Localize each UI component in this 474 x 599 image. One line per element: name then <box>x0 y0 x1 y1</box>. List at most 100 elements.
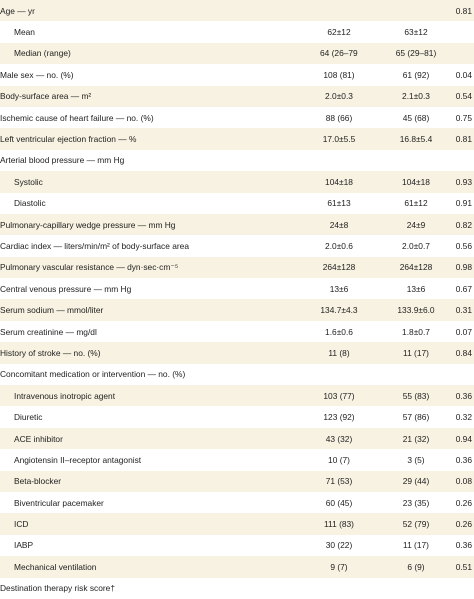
group2-value: 133.9±6.0 <box>358 299 448 321</box>
table-row: Left ventricular ejection fraction — % 17… <box>0 128 474 150</box>
row-label: Male sex — no. (%) <box>0 69 74 80</box>
row-label: Intravenous inotropic agent <box>0 385 250 407</box>
row-label: Body-surface area — m² <box>0 85 250 107</box>
group2-value: 13±6 <box>406 283 426 294</box>
row-label: ACE inhibitor <box>0 427 250 450</box>
group1-value: 62±12 <box>327 27 351 38</box>
p-value <box>448 42 474 65</box>
group1-value: 30 (22) <box>325 540 353 551</box>
p-value: 0.82 <box>448 213 474 236</box>
group2-value: 2.0±0.7 <box>402 240 430 251</box>
p-value <box>448 364 474 385</box>
row-label: Biventricular pacemaker <box>14 497 104 508</box>
group2-value: 11 (17) <box>403 540 429 551</box>
group2-value: 65 (29–81) <box>358 42 448 65</box>
group2-value: 2.1±0.3 <box>358 85 448 107</box>
table-row: Age — yr 0.81 <box>0 0 474 22</box>
table-row: History of stroke — no. (%) 11 (8) 11 (17)… <box>0 342 474 364</box>
table-row: Arterial blood pressure — mm Hg <box>0 150 474 171</box>
group1-value: 9 (7) <box>250 556 358 578</box>
table-row: IABP 30 (22) 11 (17) 0.36 <box>0 535 474 556</box>
group1-value <box>250 0 358 22</box>
group1-value: 123 (92) <box>323 412 355 423</box>
p-value: 0.36 <box>448 385 474 407</box>
group2-value: 61±12 <box>404 198 428 209</box>
group1-value: 264±128 <box>250 256 358 279</box>
table-row: Pulmonary-capillary wedge pressure — mm … <box>0 213 474 236</box>
row-label: Destination therapy risk score† <box>0 583 115 594</box>
group2-value: 3 (5) <box>407 454 425 465</box>
table-row: Destination therapy risk score† <box>0 578 474 599</box>
group2-value <box>358 578 448 599</box>
group2-value: 104±18 <box>358 171 448 193</box>
table-row: Mean 62±12 63±12 <box>0 21 474 42</box>
row-label: Concomitant medication or intervention —… <box>0 369 186 380</box>
group2-value: 24±9 <box>358 213 448 236</box>
table-row: Systolic 104±18 104±18 0.93 <box>0 171 474 193</box>
row-label: Median (range) <box>0 42 250 65</box>
table-row: Body-surface area — m² 2.0±0.3 2.1±0.3 0.54 <box>0 85 474 107</box>
p-value: 0.36 <box>455 454 472 465</box>
row-label: IABP <box>14 540 34 551</box>
group2-value: 264±128 <box>358 256 448 279</box>
row-label: Diuretic <box>14 412 43 423</box>
group1-value: 24±8 <box>250 213 358 236</box>
table-row: Cardiac index — liters/min/m² of body-su… <box>0 235 474 256</box>
row-label: Systolic <box>0 171 250 193</box>
table-row: ICD 111 (83) 52 (79) 0.26 <box>0 513 474 535</box>
group1-value: 60 (45) <box>325 497 353 508</box>
p-value: 0.94 <box>448 427 474 450</box>
group1-value: 1.6±0.6 <box>325 326 353 337</box>
group2-value: 16.8±5.4 <box>358 128 448 150</box>
group2-value: 55 (83) <box>358 385 448 407</box>
p-value: 0.54 <box>448 85 474 107</box>
p-value <box>448 150 474 171</box>
group2-value: 23 (35) <box>402 497 430 508</box>
table-row: Central venous pressure — mm Hg 13±6 13±6 0… <box>0 278 474 299</box>
p-value: 0.26 <box>455 497 472 508</box>
group2-value <box>358 364 448 385</box>
group1-value: 103 (77) <box>250 385 358 407</box>
group1-value: 17.0±5.5 <box>250 128 358 150</box>
p-value: 0.26 <box>448 513 474 535</box>
p-value: 0.56 <box>455 240 472 251</box>
row-label: Ischemic cause of heart failure — no. (%… <box>0 112 154 123</box>
group1-value: 2.0±0.3 <box>250 85 358 107</box>
row-label: Age — yr <box>0 0 250 22</box>
row-label: History of stroke — no. (%) <box>0 342 250 364</box>
p-value: 0.51 <box>448 556 474 578</box>
group1-value <box>250 364 358 385</box>
group1-value: 64 (26–79) <box>250 42 358 65</box>
group1-value: 104±18 <box>250 171 358 193</box>
group1-value: 134.7±4.3 <box>250 299 358 321</box>
p-value: 0.75 <box>455 112 472 123</box>
p-value <box>448 21 474 42</box>
row-label: Pulmonary-capillary wedge pressure — mm … <box>0 213 250 236</box>
row-label: Serum creatinine — mg/dl <box>0 326 97 337</box>
table-row: ACE inhibitor 43 (32) 21 (32) 0.94 <box>0 427 474 450</box>
row-label: Pulmonary vascular resistance — dyn·sec·… <box>0 256 250 279</box>
table-row: Ischemic cause of heart failure — no. (%… <box>0 107 474 128</box>
group2-value: 63±12 <box>404 27 428 38</box>
row-label: ICD <box>0 513 250 535</box>
group1-value: 108 (81) <box>323 69 355 80</box>
group2-value: 11 (17) <box>358 342 448 364</box>
row-label: Serum sodium — mmol/liter <box>0 299 250 321</box>
p-value <box>448 578 474 599</box>
group2-value: 52 (79) <box>358 513 448 535</box>
row-label: Left ventricular ejection fraction — % <box>0 128 250 150</box>
group1-value: 88 (66) <box>325 112 353 123</box>
table-row: Biventricular pacemaker 60 (45) 23 (35) 0.2… <box>0 492 474 513</box>
group1-value: 61±13 <box>327 198 351 209</box>
p-value: 0.04 <box>455 69 472 80</box>
p-value: 0.07 <box>455 326 472 337</box>
table-row: Diuretic 123 (92) 57 (86) 0.32 <box>0 406 474 427</box>
group2-value: 6 (9) <box>358 556 448 578</box>
group2-value: 1.8±0.7 <box>402 326 430 337</box>
p-value: 0.67 <box>455 283 472 294</box>
group1-value: 13±6 <box>329 283 349 294</box>
group1-value: 111 (83) <box>250 513 358 535</box>
group1-value: 11 (8) <box>250 342 358 364</box>
row-label: Central venous pressure — mm Hg <box>0 283 132 294</box>
group1-value <box>250 578 358 599</box>
